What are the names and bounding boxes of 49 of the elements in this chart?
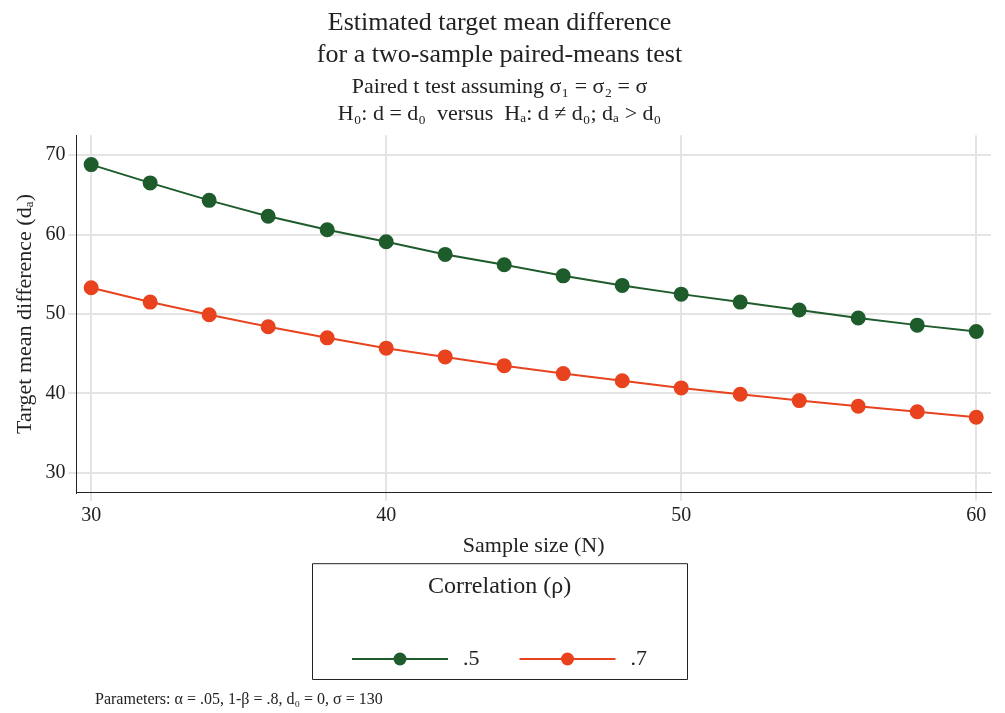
point — [83, 157, 99, 173]
point — [260, 319, 276, 335]
point — [496, 358, 512, 374]
point — [437, 246, 453, 262]
point — [850, 398, 866, 414]
point — [732, 294, 748, 310]
point — [791, 393, 807, 409]
point — [968, 323, 984, 339]
x-tick-label: 40 — [376, 503, 397, 526]
y-tick-label: 30 — [45, 460, 66, 483]
chart-subtitle: Paired t test assuming σ₁ = σ₂ = σ H₀: d = d₀ versus Hₐ: d ≠ d₀; dₐ > d₀ — [337, 73, 662, 125]
y-axis-title: Target mean difference (dₐ) — [10, 193, 36, 435]
point — [319, 222, 335, 238]
x-axis-title: Sample size (N) — [462, 531, 605, 557]
point — [496, 257, 512, 273]
point — [909, 317, 925, 333]
point — [201, 192, 217, 208]
point — [201, 307, 217, 323]
y-tick-label: 60 — [45, 221, 66, 244]
point — [437, 349, 453, 365]
chart-title: Estimated target mean difference for a two-sample paired-means test — [316, 7, 683, 68]
point — [555, 268, 571, 284]
y-tick-label: 40 — [45, 380, 66, 403]
point — [791, 302, 807, 318]
point — [673, 380, 689, 396]
point — [142, 294, 158, 310]
point — [732, 386, 748, 402]
point — [850, 310, 866, 326]
point — [378, 340, 394, 356]
point — [260, 208, 276, 224]
point — [319, 330, 335, 346]
point — [378, 234, 394, 250]
text: Parameters: α = .05, 1-β = .8, d₀ = 0, σ = 130 — [95, 690, 383, 708]
y-tick-label: 50 — [45, 301, 66, 324]
legend-title: Correlation (ρ) — [427, 572, 572, 599]
point — [673, 286, 689, 302]
x-tick-label: 60 — [966, 503, 987, 526]
y-tick-label: 70 — [45, 142, 66, 165]
point — [142, 175, 158, 191]
point — [614, 373, 630, 389]
legend-label: .5 — [463, 644, 480, 670]
legend-label: .7 — [630, 644, 647, 670]
point — [83, 280, 99, 296]
point — [555, 366, 571, 382]
x-tick-label: 50 — [671, 503, 692, 526]
x-tick-label: 30 — [81, 503, 102, 526]
point — [968, 409, 984, 425]
point — [909, 404, 925, 420]
point — [614, 277, 630, 293]
